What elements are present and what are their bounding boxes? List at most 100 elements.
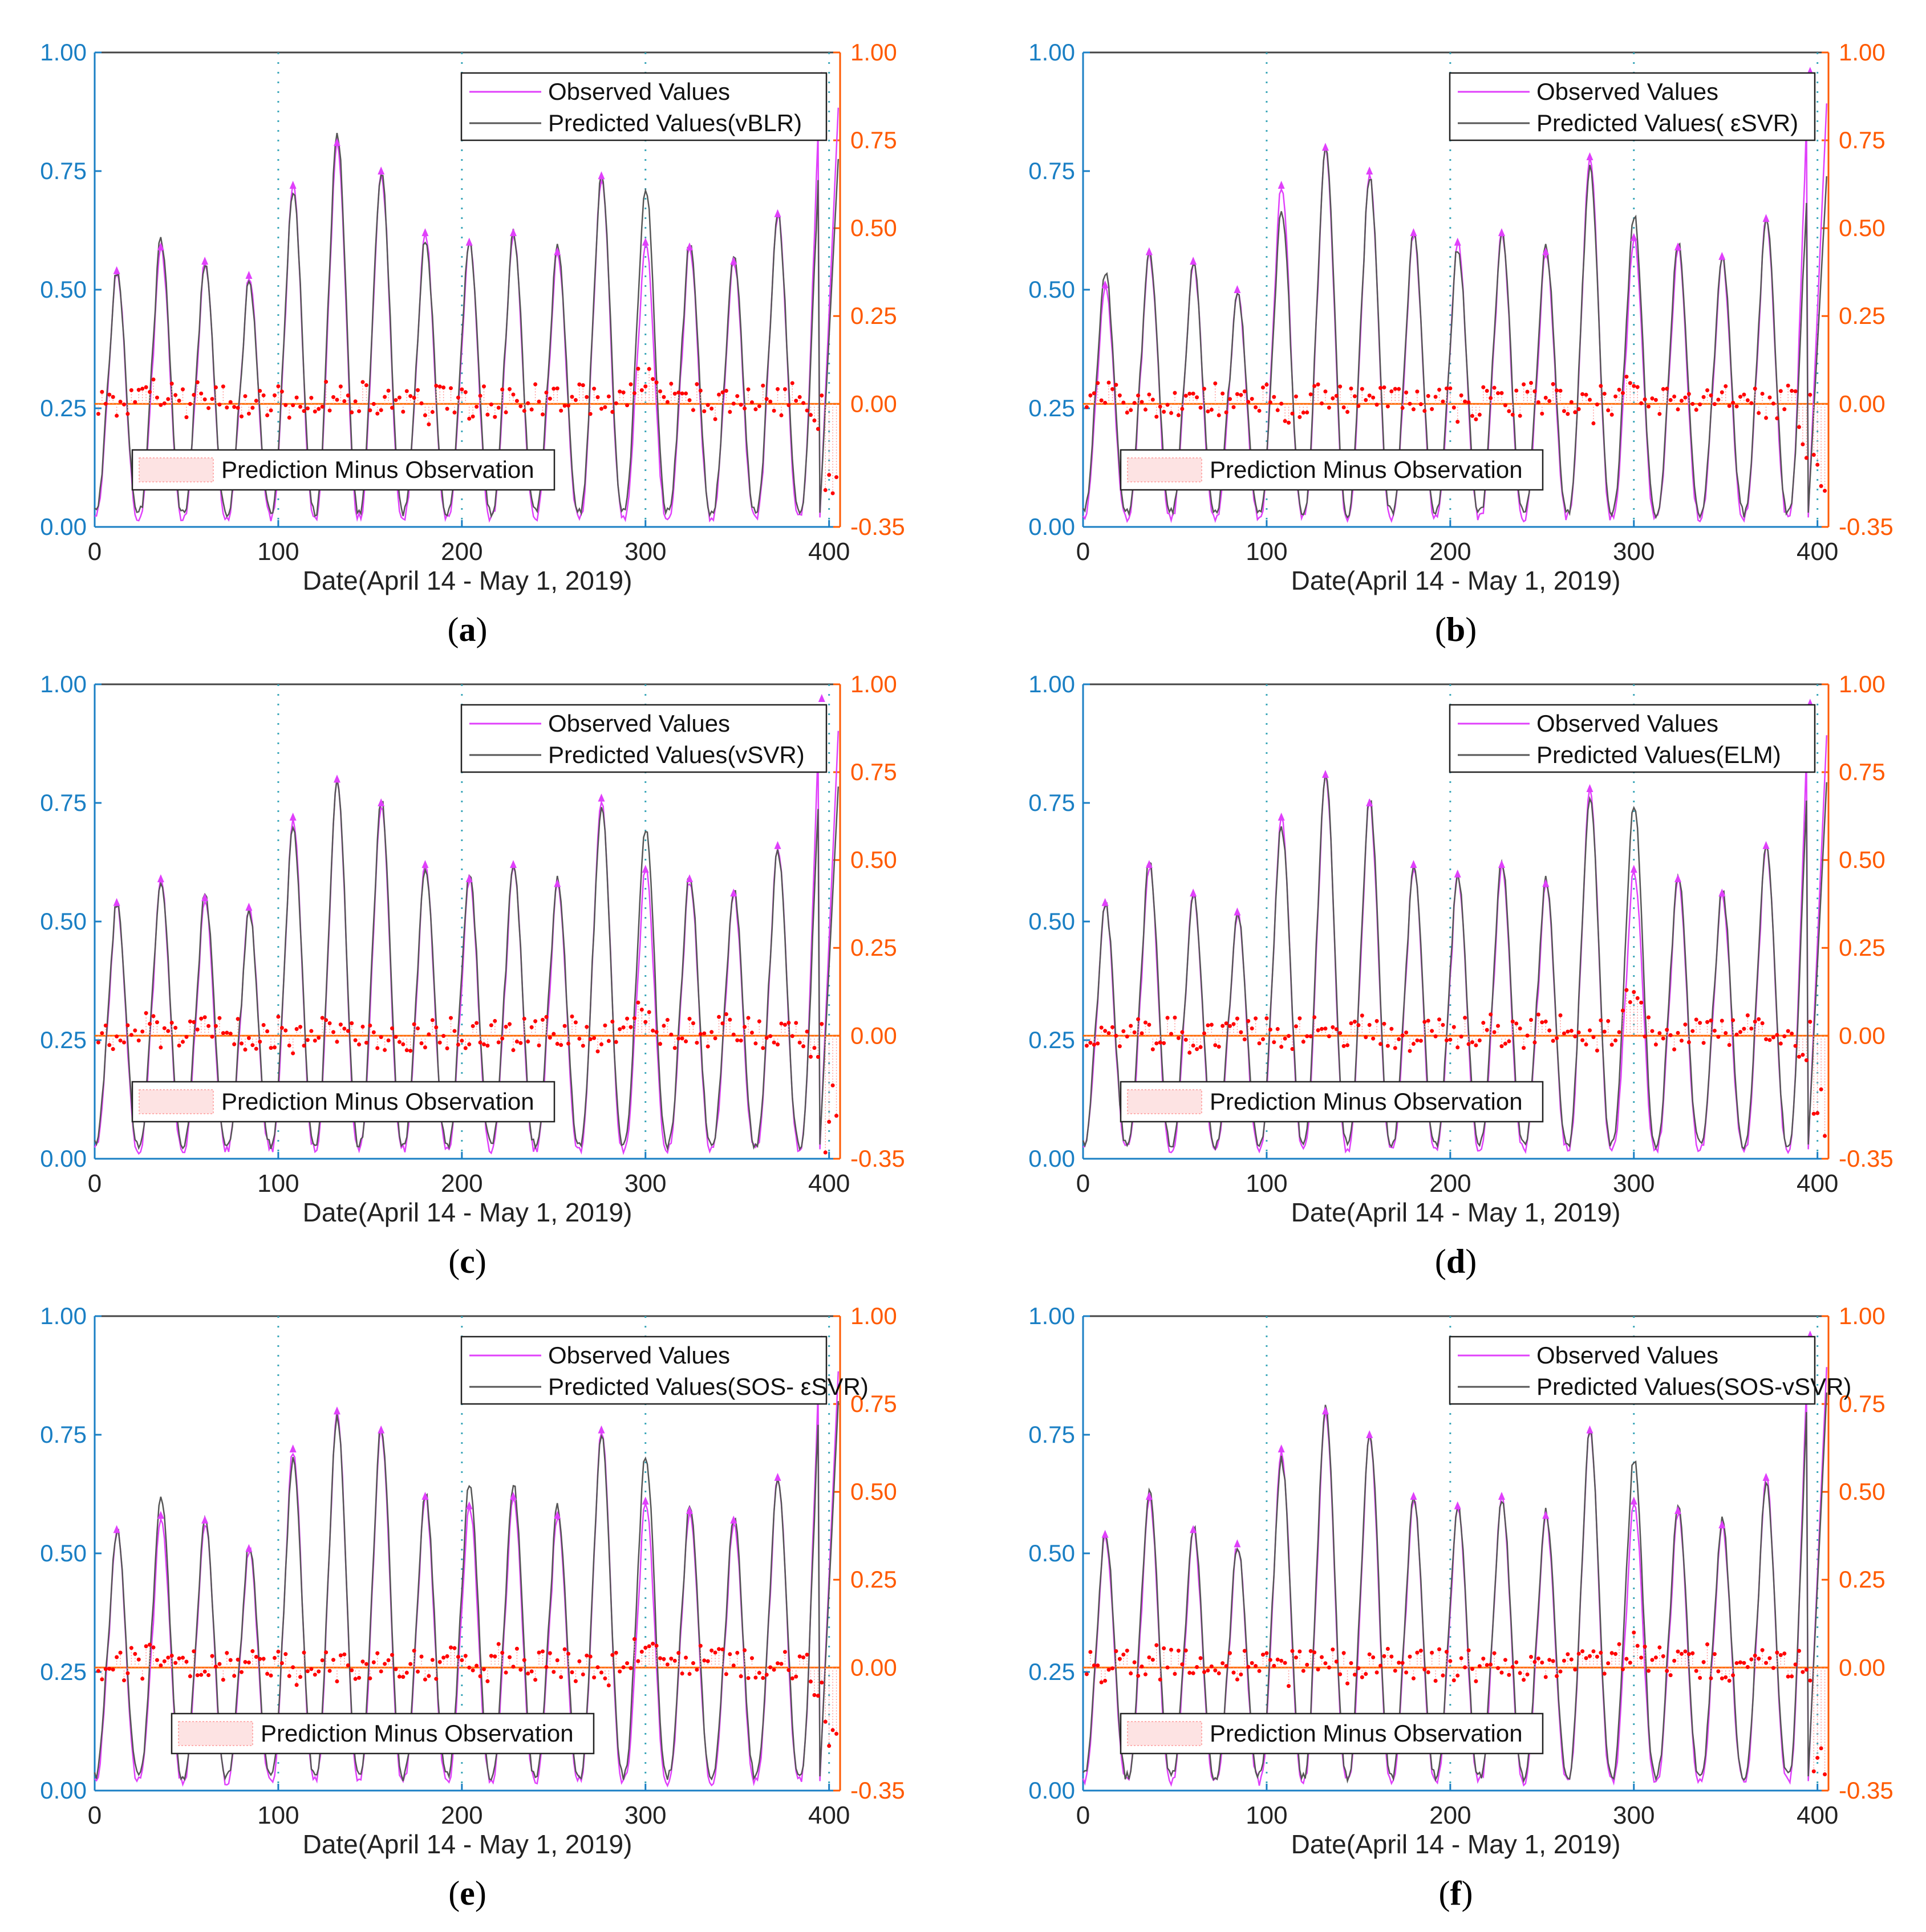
observed-peak-marker — [1190, 257, 1197, 265]
x-tick-label: 100 — [257, 538, 299, 566]
residual-point — [317, 1036, 321, 1040]
residual-point — [254, 1046, 258, 1051]
residual-point — [625, 1016, 630, 1021]
residual-point — [144, 385, 148, 389]
residual-point — [504, 410, 508, 415]
residual-point — [1202, 1670, 1206, 1674]
residual-point — [1764, 1037, 1769, 1041]
residual-point — [1418, 1038, 1423, 1043]
residual-point — [621, 1025, 626, 1030]
residual-point — [827, 473, 832, 477]
residual-point — [236, 1657, 240, 1662]
residual-point — [1327, 1034, 1331, 1038]
residual-point — [705, 403, 710, 407]
residual-point — [1489, 1662, 1493, 1667]
residual-point — [460, 1038, 464, 1043]
residual-point — [1092, 1663, 1096, 1668]
observed-peak-marker — [245, 903, 253, 911]
residual-point — [500, 387, 505, 392]
residual-point — [240, 1670, 244, 1674]
residual-point — [148, 389, 152, 394]
residual-point — [1477, 1664, 1482, 1669]
residual-point — [1503, 403, 1507, 408]
residual-point — [1084, 405, 1089, 409]
residual-point — [1686, 1040, 1691, 1045]
left-tick-label: 0.75 — [1028, 1421, 1075, 1448]
residual-point — [1731, 1673, 1736, 1678]
residual-point — [662, 1024, 666, 1028]
residual-point — [1221, 391, 1225, 396]
residual-point — [243, 1048, 248, 1052]
residual-point — [1724, 384, 1728, 388]
residual-point — [1709, 393, 1713, 397]
residual-point — [1341, 1651, 1346, 1655]
residual-point — [1599, 384, 1603, 388]
residual-point — [1364, 397, 1368, 402]
residual-point — [757, 1671, 761, 1675]
residual-point — [1213, 1668, 1218, 1673]
residual-point — [1260, 1653, 1265, 1657]
residual-point — [272, 393, 277, 397]
observed-peak-marker — [113, 266, 120, 274]
residual-point — [562, 403, 567, 408]
residual-point — [199, 1016, 204, 1021]
residual-point — [1099, 1680, 1104, 1685]
residual-point — [537, 399, 541, 404]
right-tick-label: 0.00 — [850, 1654, 897, 1681]
residual-point — [1308, 1649, 1313, 1653]
residual-point — [1797, 1649, 1801, 1653]
left-tick-label: 0.25 — [1028, 395, 1075, 421]
residual-point — [658, 1656, 663, 1661]
residual-point — [1385, 1044, 1390, 1048]
observed-peak-marker — [686, 242, 694, 251]
residual-point — [610, 1020, 615, 1024]
residual-point — [181, 1655, 185, 1660]
residual-point — [1698, 1675, 1702, 1680]
residual-point — [159, 403, 163, 407]
residual-point — [173, 1025, 178, 1030]
residual-point — [217, 402, 222, 407]
residual-point — [1331, 396, 1335, 400]
x-tick-label: 0 — [88, 1170, 102, 1198]
residual-point — [588, 412, 593, 416]
residual-point — [662, 1657, 666, 1661]
residual-point — [1221, 1661, 1225, 1666]
residual-point — [221, 1678, 225, 1682]
observed-peak-marker — [1145, 247, 1153, 255]
residual-point — [206, 406, 211, 411]
residual-point — [548, 396, 552, 401]
residual-point — [331, 395, 335, 399]
x-axis-label: Date(April 14 - May 1, 2019) — [303, 1829, 632, 1859]
residual-point — [383, 1048, 387, 1052]
residual-point — [368, 408, 372, 413]
residual-point — [1496, 1024, 1501, 1028]
residual-point — [1371, 1655, 1376, 1659]
residual-point — [357, 1675, 362, 1680]
residual-point — [1250, 396, 1254, 401]
residual-point — [136, 1038, 141, 1043]
observed-peak-marker — [598, 171, 605, 180]
observed-peak-marker — [157, 242, 164, 251]
residual-point — [460, 387, 464, 392]
right-tick-label: -0.35 — [1839, 1777, 1893, 1804]
residual-point — [1411, 1042, 1416, 1046]
residual-point — [353, 1038, 358, 1042]
residual-point — [1665, 387, 1669, 391]
residual-point — [1690, 1029, 1695, 1033]
residual-point — [317, 407, 321, 411]
residual-point — [1235, 1016, 1239, 1021]
x-axis-label: Date(April 14 - May 1, 2019) — [1291, 1829, 1621, 1859]
observed-peak-marker — [289, 812, 297, 821]
residual-point — [1551, 382, 1555, 387]
residual-point — [309, 1029, 314, 1033]
residual-point — [228, 1032, 233, 1036]
residual-point — [210, 397, 214, 401]
residual-point — [606, 1683, 611, 1688]
residual-point — [1573, 1034, 1578, 1038]
residual-point — [1092, 1042, 1096, 1047]
residual-point — [1202, 1031, 1206, 1036]
residual-point — [606, 394, 611, 399]
residual-point — [654, 1030, 659, 1034]
right-tick-label: 0.25 — [1839, 934, 1886, 961]
residual-point — [1448, 386, 1453, 391]
